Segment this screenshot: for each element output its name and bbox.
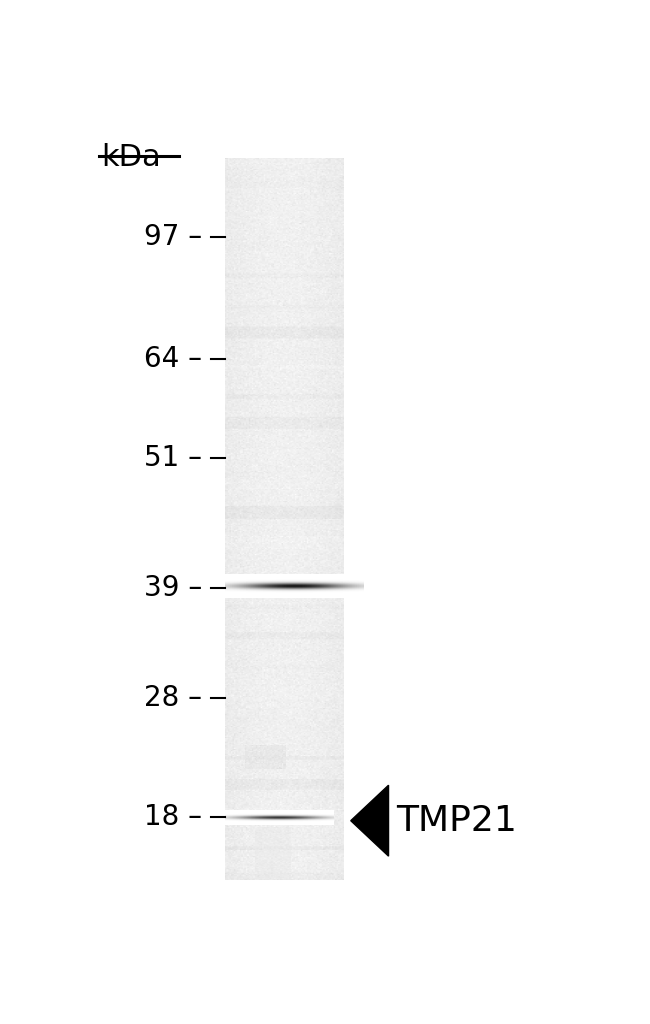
Text: 39 –: 39 –	[144, 574, 202, 602]
Text: 28 –: 28 –	[144, 684, 202, 713]
Text: TMP21: TMP21	[396, 804, 517, 838]
Text: 64 –: 64 –	[144, 345, 202, 374]
Polygon shape	[351, 785, 389, 856]
Text: 97 –: 97 –	[144, 223, 202, 251]
Text: kDa: kDa	[101, 142, 161, 172]
Text: 51 –: 51 –	[144, 444, 202, 472]
Text: 18 –: 18 –	[144, 803, 202, 830]
